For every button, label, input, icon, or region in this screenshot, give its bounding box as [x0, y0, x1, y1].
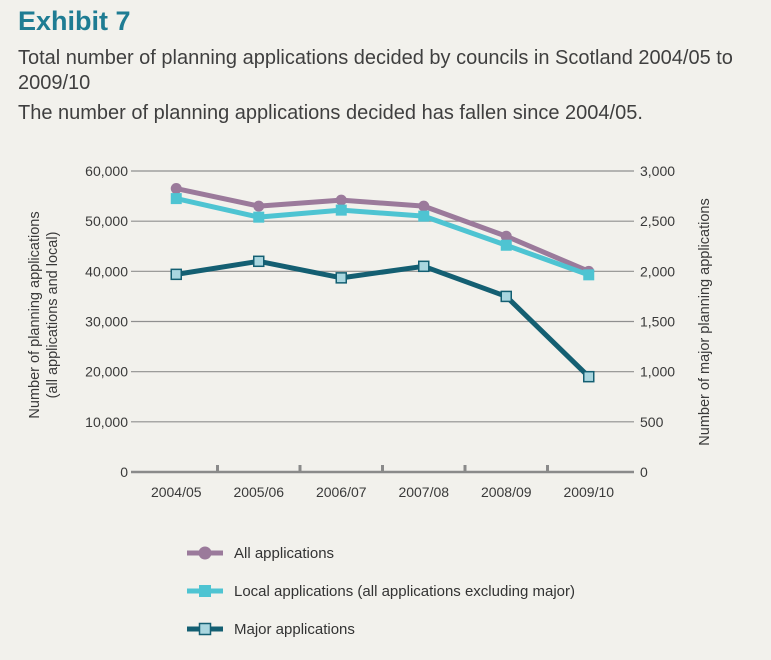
right-tick-label: 1,500 [640, 314, 675, 330]
right-tick-label: 1,000 [640, 364, 675, 380]
legend-label-local: Local applications (all applications exc… [234, 582, 576, 600]
right-tick-label: 0 [640, 464, 648, 480]
data-point [500, 290, 512, 303]
legend-label-all: All applications [234, 544, 335, 562]
data-point [335, 204, 347, 216]
series-line [175, 196, 590, 278]
data-point [418, 200, 430, 212]
line-chart: 0 10,000 20,000 30,000 40,000 50,000 60,000 0 5… [27, 163, 713, 500]
series-3 [170, 255, 595, 383]
x-tick-label: 2009/10 [563, 484, 614, 500]
chart-title: Total number of planning applications de… [18, 47, 733, 94]
series-group [170, 183, 595, 383]
legend-item-local: Local applications (all applications exc… [186, 578, 666, 604]
data-point [253, 255, 265, 268]
data-point [583, 370, 595, 383]
x-axis-ticks: 2004/05 2005/06 2006/07 2007/08 2008/09 2009/… [151, 465, 614, 500]
right-tick-label: 2,500 [640, 213, 675, 229]
data-point [335, 272, 347, 284]
right-axis-ticks: 0 500 1,000 1,500 2,000 2,500 3,000 [640, 163, 675, 480]
data-point [500, 230, 512, 242]
legend-swatch-local [187, 585, 223, 597]
exhibit-label: Exhibit 7 [18, 6, 131, 36]
left-axis-ticks: 0 10,000 20,000 30,000 40,000 50,000 60,000 [85, 163, 128, 480]
left-axis-title-line1: Number of planning applications [27, 211, 43, 418]
x-tick-label: 2008/09 [481, 484, 532, 500]
data-point [418, 210, 430, 222]
data-point [418, 260, 430, 273]
left-tick-label: 40,000 [85, 263, 128, 279]
right-axis-title: Number of major planning applications [697, 198, 713, 445]
data-point [253, 211, 265, 223]
x-tick-label: 2005/06 [233, 484, 284, 500]
x-tick-label: 2004/05 [151, 484, 202, 500]
left-tick-label: 60,000 [85, 163, 128, 179]
legend-item-major: Major applications [186, 616, 666, 642]
series-line [175, 186, 590, 274]
x-tick-label: 2006/07 [316, 484, 367, 500]
data-point [170, 193, 182, 205]
right-tick-label: 3,000 [640, 163, 675, 179]
left-tick-label: 0 [120, 464, 128, 480]
series-line [175, 258, 591, 379]
left-tick-label: 50,000 [85, 213, 128, 229]
right-tick-label: 500 [640, 414, 664, 430]
legend-swatch-major [187, 622, 223, 636]
data-point [253, 200, 265, 212]
left-tick-label: 20,000 [85, 364, 128, 380]
data-point [170, 183, 182, 195]
legend-item-all: All applications [186, 540, 666, 566]
data-point [335, 194, 347, 206]
legend-swatch-all [187, 546, 223, 560]
data-point [170, 268, 182, 281]
data-point [583, 269, 595, 281]
left-axis-title-line2: (all applications and local) [45, 232, 61, 399]
left-tick-label: 10,000 [85, 414, 128, 430]
legend-label-major: Major applications [234, 620, 355, 638]
gridlines [131, 170, 634, 474]
left-tick-label: 30,000 [85, 314, 128, 330]
chart-subtitle: The number of planning applications deci… [18, 102, 643, 124]
series-2 [170, 193, 595, 281]
x-tick-label: 2007/08 [398, 484, 449, 500]
data-point [500, 239, 512, 251]
right-tick-label: 2,000 [640, 263, 675, 279]
